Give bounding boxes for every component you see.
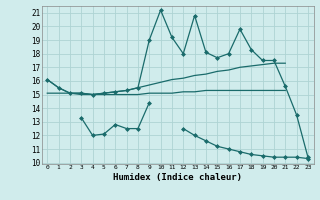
X-axis label: Humidex (Indice chaleur): Humidex (Indice chaleur) bbox=[113, 173, 242, 182]
